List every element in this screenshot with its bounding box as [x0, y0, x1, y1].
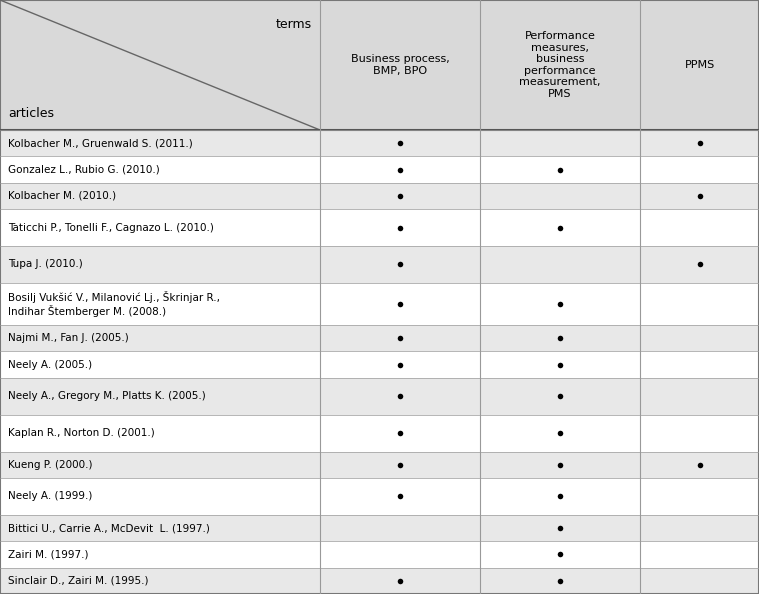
Text: Neely A. (2005.): Neely A. (2005.) [8, 359, 92, 369]
Text: Tupa J. (2010.): Tupa J. (2010.) [8, 260, 83, 270]
Bar [0, 478, 759, 515]
Text: Kolbacher M., Gruenwald S. (2011.): Kolbacher M., Gruenwald S. (2011.) [8, 138, 193, 148]
Text: Najmi M., Fan J. (2005.): Najmi M., Fan J. (2005.) [8, 333, 129, 343]
Text: Neely A., Gregory M., Platts K. (2005.): Neely A., Gregory M., Platts K. (2005.) [8, 391, 206, 402]
Bar [0, 0, 759, 130]
Bar [0, 183, 759, 209]
Bar [0, 378, 759, 415]
Bar [0, 325, 759, 352]
Text: Kueng P. (2000.): Kueng P. (2000.) [8, 460, 93, 470]
Bar [0, 451, 759, 478]
Text: Business process,
BMP, BPO: Business process, BMP, BPO [351, 54, 449, 76]
Text: PPMS: PPMS [685, 60, 715, 70]
Bar [0, 130, 759, 156]
Text: terms: terms [276, 18, 312, 31]
Bar [0, 209, 759, 246]
Text: Bittici U., Carrie A., McDevit  L. (1997.): Bittici U., Carrie A., McDevit L. (1997.… [8, 523, 210, 533]
Bar [0, 246, 759, 283]
Text: Kolbacher M. (2010.): Kolbacher M. (2010.) [8, 191, 116, 201]
Text: Bosilj Vukšić V., Milanović Lj., Škrinjar R.,
Indihar Štemberger M. (2008.): Bosilj Vukšić V., Milanović Lj., Škrinja… [8, 291, 220, 317]
Text: Kaplan R., Norton D. (2001.): Kaplan R., Norton D. (2001.) [8, 428, 155, 438]
Bar [0, 515, 759, 541]
Text: Neely A. (1999.): Neely A. (1999.) [8, 491, 93, 501]
Text: Taticchi P., Tonelli F., Cagnazo L. (2010.): Taticchi P., Tonelli F., Cagnazo L. (201… [8, 223, 214, 232]
Text: Sinclair D., Zairi M. (1995.): Sinclair D., Zairi M. (1995.) [8, 576, 149, 586]
Bar [0, 568, 759, 594]
Bar [0, 156, 759, 183]
Text: articles: articles [8, 107, 54, 120]
Bar [0, 541, 759, 568]
Bar [0, 415, 759, 451]
Text: Zairi M. (1997.): Zairi M. (1997.) [8, 549, 89, 560]
Text: Performance
measures,
business
performance
measurement,
PMS: Performance measures, business performan… [519, 31, 601, 99]
Bar [0, 283, 759, 325]
Text: Gonzalez L., Rubio G. (2010.): Gonzalez L., Rubio G. (2010.) [8, 165, 159, 175]
Bar [0, 352, 759, 378]
